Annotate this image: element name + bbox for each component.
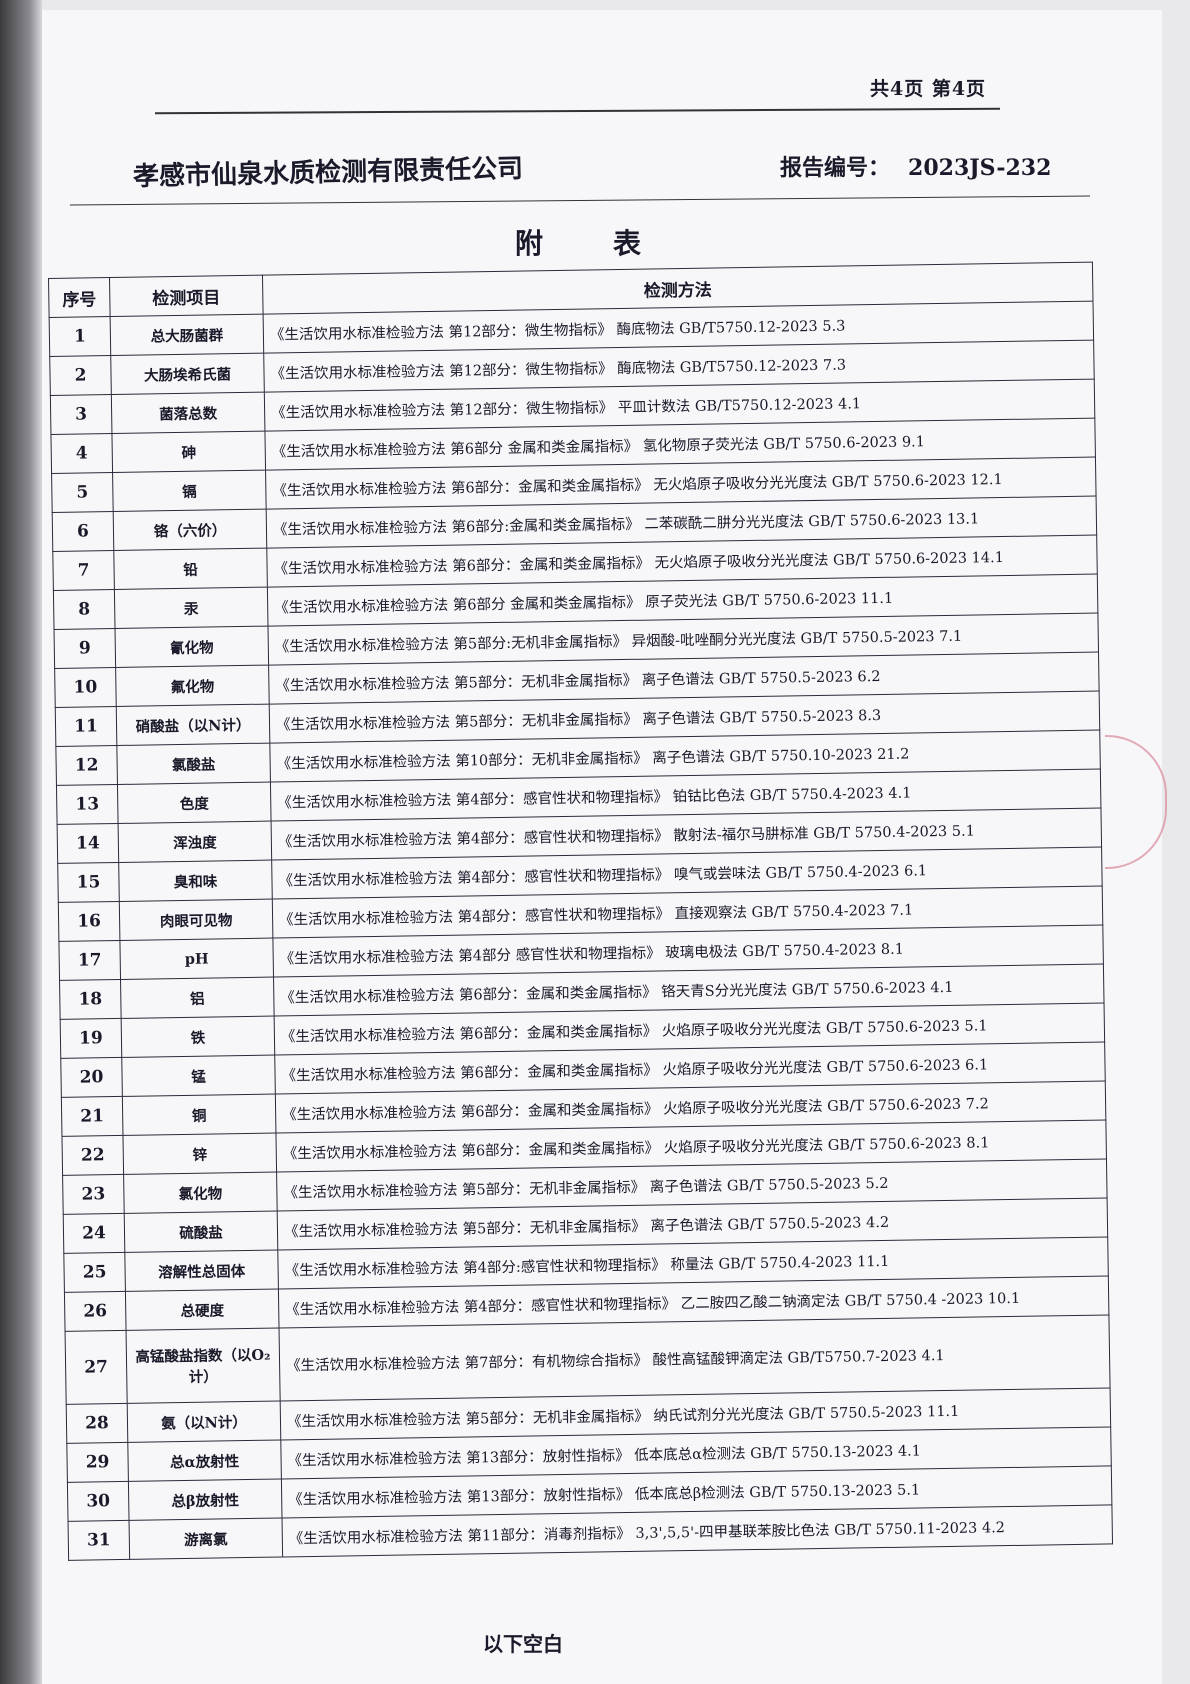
row-number: 10	[54, 667, 117, 708]
scan-edge-shadow	[0, 0, 42, 1684]
test-item: 氟化物	[115, 665, 270, 707]
row-number: 25	[63, 1252, 126, 1293]
row-number: 16	[58, 901, 120, 942]
header-item: 检测项目	[109, 275, 264, 317]
test-item: 浑浊度	[118, 821, 272, 863]
test-item: 铬（六价）	[113, 509, 267, 551]
report-number-value: 2023JS-232	[908, 155, 1052, 181]
row-number: 29	[66, 1442, 129, 1483]
test-item: 铝	[120, 977, 275, 1019]
row-number: 15	[57, 862, 120, 903]
document-page	[42, 10, 1162, 1684]
row-number: 18	[59, 979, 122, 1020]
report-number-label: 报告编号：	[780, 155, 891, 181]
row-number: 5	[51, 472, 114, 513]
row-number: 17	[58, 940, 121, 981]
test-item: 高锰酸盐指数（以O₂计）	[126, 1328, 281, 1404]
test-item: 总硬度	[125, 1289, 280, 1331]
test-item: 氰化物	[115, 626, 269, 668]
test-item: 锰	[121, 1055, 276, 1097]
test-item: 溶解性总固体	[124, 1250, 279, 1292]
test-item: pH	[119, 938, 274, 980]
test-item: 硫酸盐	[124, 1211, 278, 1253]
page-title: 附表	[515, 227, 712, 260]
row-number: 27	[65, 1330, 128, 1405]
test-item: 色度	[117, 782, 272, 824]
row-number: 23	[62, 1174, 125, 1215]
test-item: 臭和味	[118, 860, 273, 902]
row-number: 24	[63, 1213, 125, 1254]
test-item: 砷	[111, 431, 266, 473]
row-number: 13	[56, 784, 119, 825]
test-item: 大肠埃希氏菌	[110, 353, 265, 395]
row-number: 12	[55, 745, 118, 786]
table-body: 1 总大肠菌群 《生活饮用水标准检验方法 第12部分：微生物指标》 酶底物法 GB/…	[49, 301, 1113, 1561]
test-item: 总α放射性	[127, 1439, 282, 1482]
test-item: 氯酸盐	[116, 743, 271, 785]
row-number: 30	[67, 1481, 130, 1522]
test-item: 铁	[121, 1016, 275, 1058]
report-number: 报告编号： 2023JS-232	[780, 150, 1051, 182]
row-number: 11	[55, 706, 117, 747]
row-number: 26	[64, 1291, 127, 1332]
test-item: 汞	[114, 587, 268, 629]
row-number: 19	[60, 1018, 122, 1059]
row-number: 21	[61, 1096, 123, 1137]
test-item: 氯化物	[123, 1172, 278, 1214]
test-item: 游离氯	[129, 1517, 283, 1560]
test-item: 肉眼可见物	[119, 899, 273, 941]
test-item: 菌落总数	[111, 392, 265, 434]
row-number: 14	[57, 823, 119, 864]
test-item: 铜	[122, 1094, 276, 1136]
row-number: 28	[66, 1403, 128, 1444]
methods-table: 序号 检测项目 检测方法 1 总大肠菌群 《生活饮用水标准检验方法 第12部分：微生…	[48, 262, 1113, 1561]
row-number: 7	[52, 550, 115, 591]
row-number: 6	[52, 511, 114, 552]
test-item: 镉	[112, 470, 267, 512]
test-method: 《生活饮用水标准检验方法 第7部分：有机物综合指标》 酸性高锰酸钾滴定法 GB/…	[279, 1314, 1111, 1401]
row-number: 1	[49, 316, 111, 357]
test-item: 硝酸盐（以N计）	[116, 704, 270, 746]
row-number: 2	[49, 355, 112, 396]
row-number: 8	[53, 589, 116, 630]
row-number: 22	[61, 1135, 124, 1176]
row-number: 3	[50, 394, 112, 435]
test-item: 总β放射性	[128, 1478, 283, 1521]
header-no: 序号	[48, 277, 111, 318]
test-item: 铅	[113, 548, 268, 590]
blank-below-note: 以下空白	[483, 1632, 563, 1656]
row-number: 4	[50, 433, 113, 474]
row-number: 9	[54, 628, 116, 669]
test-item: 锌	[122, 1133, 277, 1175]
row-number: 31	[68, 1520, 130, 1561]
test-item: 总大肠菌群	[110, 314, 264, 356]
row-number: 20	[60, 1057, 123, 1098]
test-item: 氨（以N计）	[127, 1400, 281, 1443]
page-indicator: 共4页 第4页	[870, 78, 987, 100]
